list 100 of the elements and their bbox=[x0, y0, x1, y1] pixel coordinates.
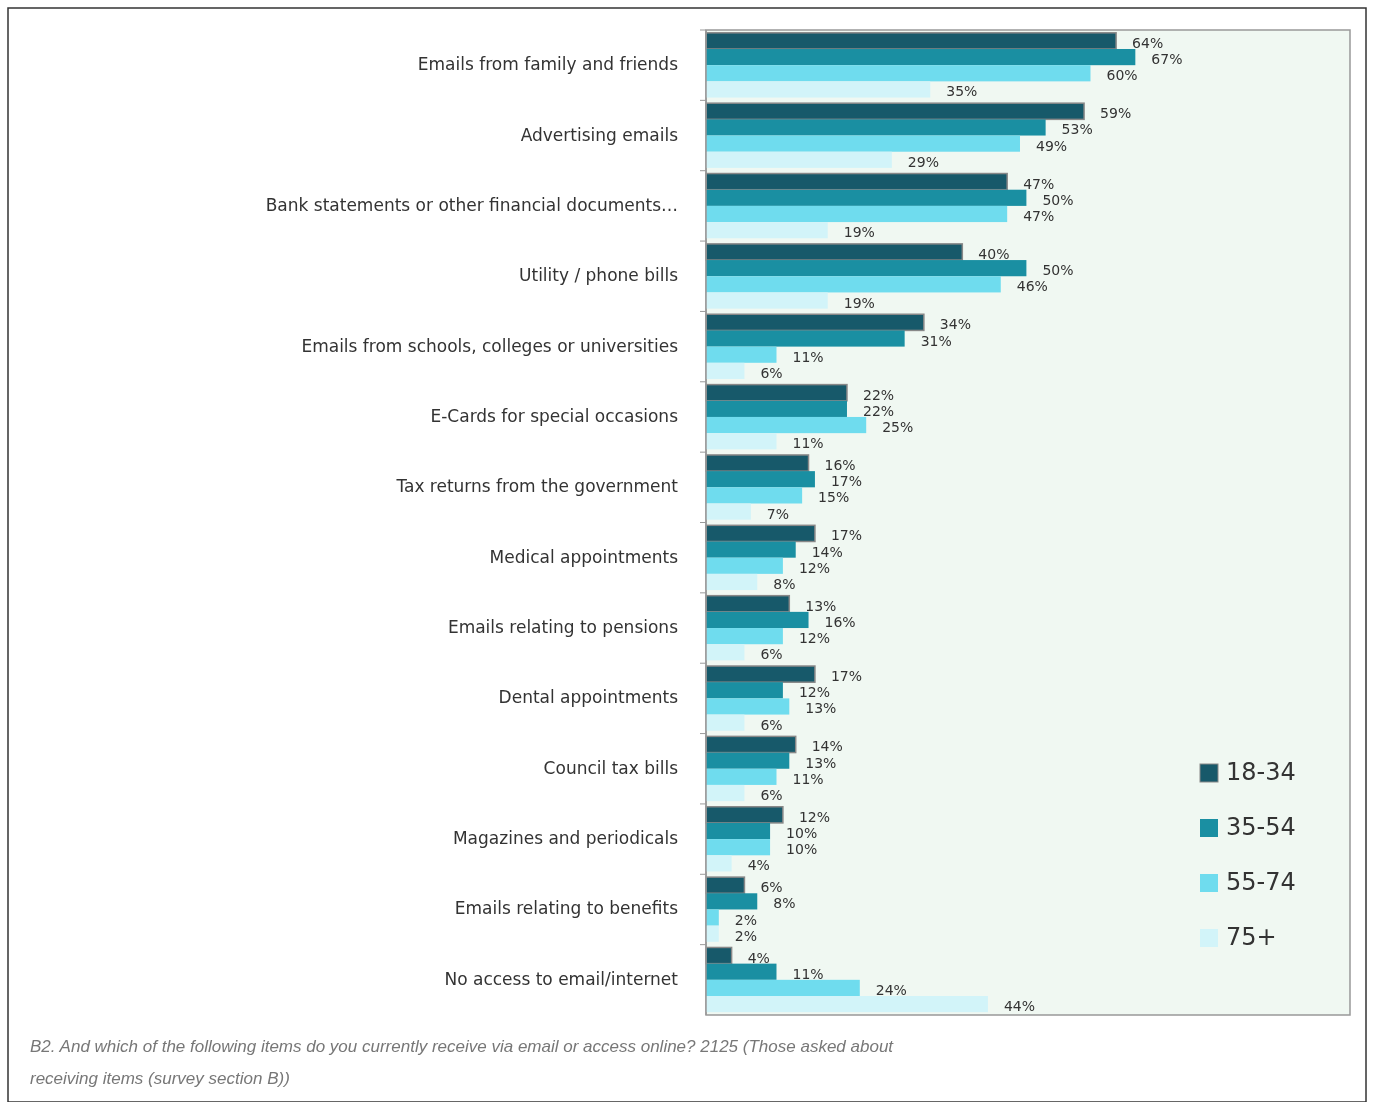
data-label: 47% bbox=[1023, 207, 1055, 224]
y-tick-label: Emails relating to benefits bbox=[454, 898, 679, 919]
bar bbox=[705, 805, 784, 824]
data-label: 40% bbox=[978, 245, 1010, 262]
bar bbox=[706, 855, 732, 872]
bar bbox=[706, 611, 809, 629]
y-tick-label: Medical appointments bbox=[489, 546, 679, 567]
data-label: 49% bbox=[1035, 137, 1068, 154]
data-label: 6% bbox=[760, 646, 783, 663]
bar bbox=[706, 151, 892, 168]
bar bbox=[706, 471, 815, 488]
bar bbox=[706, 119, 1046, 136]
bar bbox=[706, 503, 751, 520]
data-label: 11% bbox=[792, 435, 824, 452]
bar bbox=[706, 205, 1008, 223]
data-label: 59% bbox=[1100, 105, 1132, 122]
data-label: 17% bbox=[830, 668, 863, 685]
bar bbox=[706, 330, 905, 347]
data-label: 13% bbox=[805, 700, 837, 717]
bar bbox=[706, 433, 777, 450]
data-label: 10% bbox=[786, 841, 818, 858]
bar bbox=[705, 876, 746, 895]
data-label: 17% bbox=[830, 473, 863, 490]
data-label: 12% bbox=[798, 559, 831, 576]
bar bbox=[705, 243, 964, 261]
bar bbox=[706, 893, 758, 910]
data-label: 46% bbox=[1016, 278, 1048, 295]
bar bbox=[705, 665, 816, 683]
bar bbox=[706, 996, 988, 1013]
bar bbox=[705, 594, 791, 613]
data-label: 10% bbox=[786, 825, 818, 842]
bar bbox=[706, 81, 931, 98]
y-tick-label: Tax returns from the government bbox=[395, 476, 679, 497]
data-label: 19% bbox=[843, 224, 875, 241]
bar bbox=[706, 487, 803, 504]
data-label: 11% bbox=[792, 965, 824, 982]
data-label: 11% bbox=[792, 770, 824, 787]
y-tick-label: Emails from family and friends bbox=[417, 54, 679, 75]
bar bbox=[706, 628, 783, 645]
y-tick-label: Bank statements or other financial documents… bbox=[265, 194, 678, 215]
bar bbox=[706, 49, 1136, 66]
legend-label: 18-34 bbox=[1226, 758, 1296, 786]
bar bbox=[706, 346, 777, 363]
data-label: 6% bbox=[760, 879, 783, 896]
data-label: 50% bbox=[1042, 262, 1074, 279]
data-label: 25% bbox=[882, 419, 914, 436]
data-label: 14% bbox=[811, 738, 843, 755]
bar bbox=[706, 189, 1027, 206]
data-label: 53% bbox=[1061, 121, 1093, 138]
bar bbox=[706, 714, 745, 731]
data-label: 12% bbox=[798, 630, 831, 647]
y-tick-label: E-Cards for special occasions bbox=[430, 405, 679, 426]
data-label: 19% bbox=[843, 294, 875, 311]
data-label: 64% bbox=[1132, 34, 1164, 51]
y-tick-label: Utility / phone bills bbox=[519, 265, 679, 286]
bar bbox=[705, 172, 1008, 191]
bar bbox=[705, 32, 1117, 50]
data-label: 67% bbox=[1151, 51, 1183, 68]
bar bbox=[706, 752, 790, 769]
bar bbox=[705, 454, 810, 472]
bar bbox=[705, 102, 1085, 121]
data-label: 44% bbox=[1003, 998, 1036, 1015]
bar bbox=[706, 768, 777, 785]
bar bbox=[706, 222, 828, 239]
bar bbox=[706, 276, 1001, 293]
data-label: 17% bbox=[830, 527, 863, 544]
data-label: 16% bbox=[824, 613, 856, 630]
bar bbox=[706, 925, 719, 942]
data-label: 4% bbox=[747, 949, 770, 966]
data-label: 2% bbox=[734, 927, 758, 944]
data-label: 2% bbox=[734, 911, 758, 928]
legend-label: 75+ bbox=[1226, 923, 1277, 951]
bar bbox=[706, 822, 771, 840]
data-label: 60% bbox=[1106, 67, 1138, 84]
bar bbox=[706, 362, 745, 379]
data-label: 31% bbox=[920, 332, 952, 349]
bar bbox=[706, 909, 719, 926]
bar bbox=[706, 979, 860, 996]
data-label: 13% bbox=[805, 597, 837, 614]
data-label: 22% bbox=[862, 402, 895, 419]
data-label: 14% bbox=[811, 543, 843, 560]
bar bbox=[706, 416, 867, 434]
y-tick-label: Emails relating to pensions bbox=[447, 617, 679, 638]
bar bbox=[706, 963, 777, 980]
data-label: 12% bbox=[798, 684, 831, 701]
bar bbox=[706, 65, 1091, 82]
data-label: 12% bbox=[798, 808, 831, 825]
bar bbox=[706, 644, 745, 661]
y-tick-label: Magazines and periodicals bbox=[452, 828, 679, 849]
bar bbox=[705, 383, 848, 402]
bar bbox=[706, 292, 828, 309]
data-label: 24% bbox=[875, 981, 907, 998]
data-label: 8% bbox=[773, 895, 796, 912]
bar bbox=[706, 573, 758, 591]
bar bbox=[705, 313, 925, 332]
bar bbox=[706, 839, 771, 856]
bar bbox=[706, 400, 847, 417]
legend-label: 35-54 bbox=[1226, 813, 1296, 841]
data-label: 6% bbox=[760, 787, 783, 804]
data-label: 35% bbox=[946, 83, 978, 100]
